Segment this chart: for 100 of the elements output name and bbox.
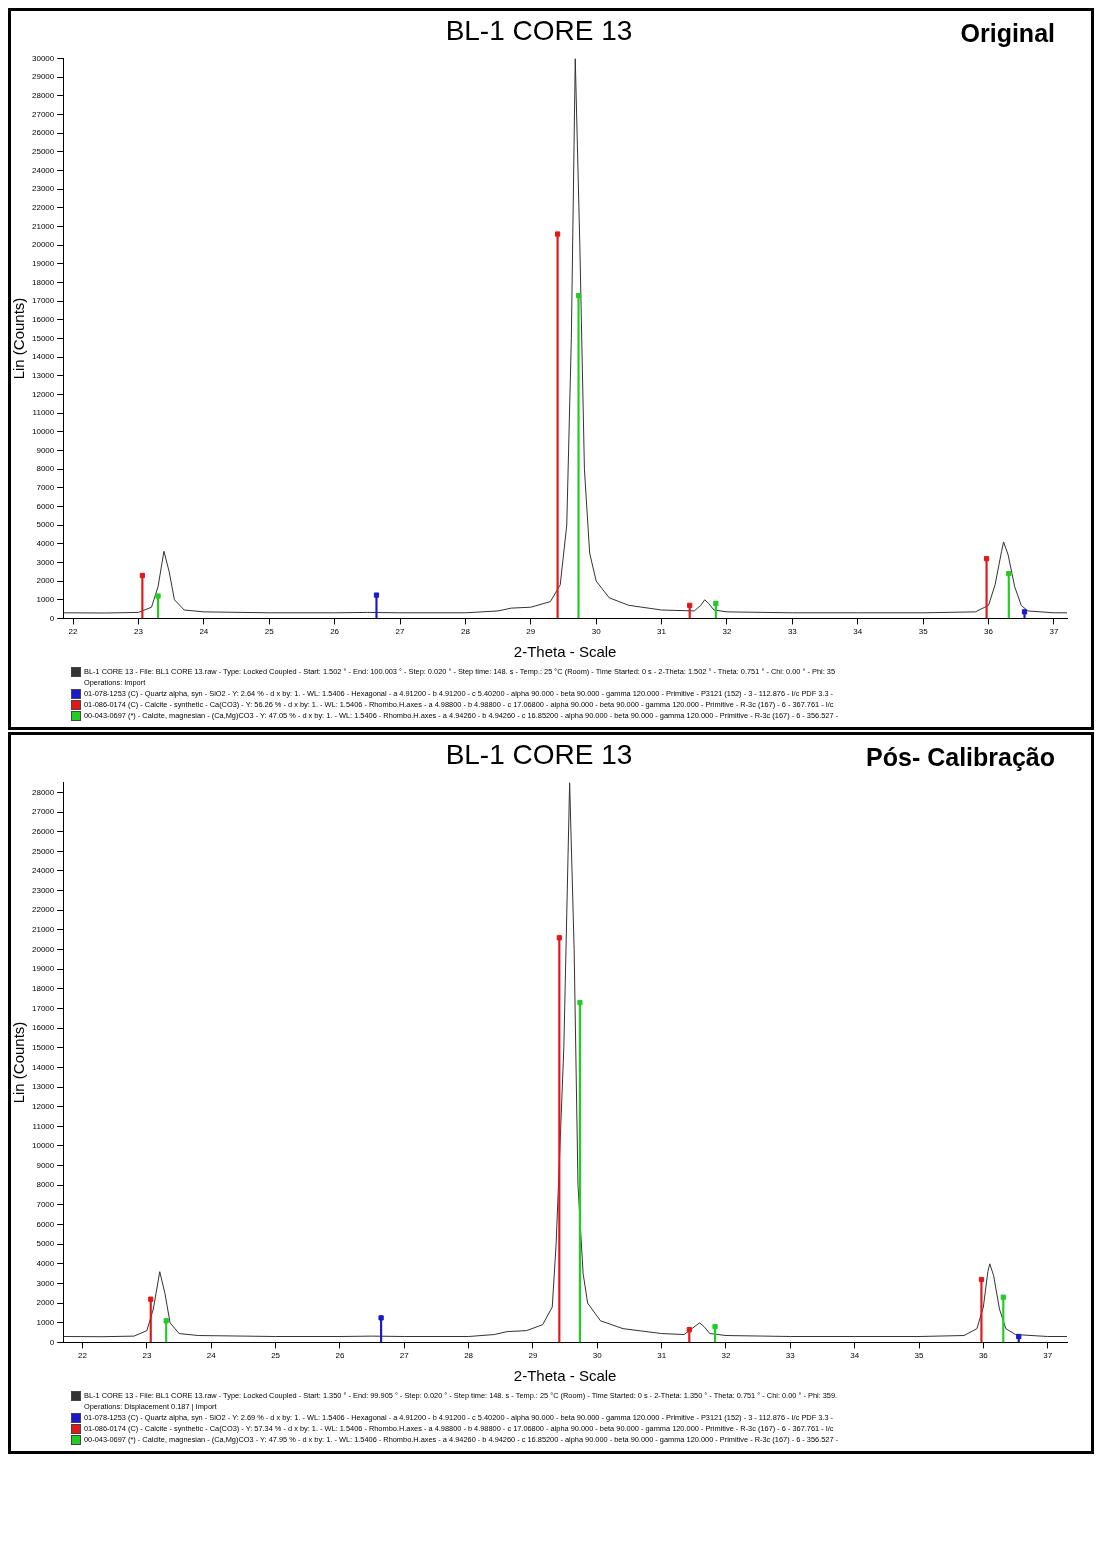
x-tick-label: 24 (206, 1351, 217, 1361)
point (378, 1315, 384, 1321)
y-tick-label: 24000 (32, 866, 55, 876)
y-tick-label: 2000 (36, 576, 55, 586)
y-tick-label: 21000 (32, 221, 55, 231)
y-tick-label: 10000 (32, 427, 55, 436)
point (554, 231, 561, 237)
x-tick-label: 29 (526, 627, 536, 637)
x-tick-label: 34 (853, 627, 863, 637)
chart-title: BL-1 CORE 13 (445, 738, 633, 770)
y-axis-title: Lin (Counts) (10, 1021, 28, 1104)
y-tick-label: 1000 (36, 1317, 55, 1327)
y-tick-label: 15000 (32, 333, 55, 343)
y-tick-label: 29000 (32, 72, 55, 82)
y-tick-label: 18000 (32, 277, 55, 287)
y-tick-label: 11000 (32, 1121, 55, 1131)
x-tick-label: 25 (264, 627, 275, 637)
y-tick-label: 9000 (36, 445, 55, 455)
x-tick-label: 31 (657, 627, 667, 637)
y-tick-label: 12000 (32, 389, 55, 399)
x-tick-label: 24 (199, 627, 209, 637)
x-tick-label: 31 (657, 1351, 667, 1361)
x-tick-label: 22 (78, 1351, 88, 1361)
x-tick-label: 36 (978, 1351, 989, 1361)
x-tick-label: 32 (722, 627, 732, 637)
y-tick-label: 26000 (32, 826, 55, 836)
y-tick-label: 13000 (32, 371, 55, 381)
point (163, 1318, 169, 1324)
y-tick-label: 18000 (32, 984, 55, 994)
point (712, 1324, 718, 1330)
x-tick-label: 28 (464, 1351, 474, 1361)
y-tick-label: 16000 (32, 315, 55, 325)
y-tick-label: 8000 (36, 1180, 55, 1190)
chart-title: BL-1 CORE 13 (445, 14, 633, 46)
y-tick-label: 3000 (36, 557, 55, 567)
x-tick-label: 23 (133, 627, 144, 637)
y-tick-label: 21000 (32, 925, 55, 935)
y-tick-label: 20000 (32, 240, 55, 250)
y-tick-label: 27000 (32, 807, 55, 817)
y-tick-label: 25000 (32, 147, 55, 157)
x-tick-label: 30 (592, 1351, 603, 1361)
x-tick-label: 33 (787, 627, 798, 637)
x-tick-label: 37 (1049, 627, 1059, 637)
y-tick-label: 19000 (32, 259, 55, 269)
y-tick-label: 26000 (32, 128, 55, 138)
x-tick-label: 29 (528, 1351, 538, 1361)
y-tick-label: 28000 (32, 787, 55, 797)
y-tick-label: 14000 (32, 352, 55, 362)
y-tick-label: 25000 (32, 846, 55, 856)
y-tick-label: 9000 (36, 1160, 55, 1170)
y-tick-label: 23000 (32, 184, 55, 194)
y-tick-label: 0 (49, 613, 55, 623)
point (713, 600, 719, 607)
y-tick-label: 17000 (32, 1003, 55, 1013)
x-tick-label: 36 (984, 627, 994, 637)
y-tick-label: 4000 (36, 538, 55, 548)
x-tick-label: 32 (721, 1351, 731, 1361)
y-tick-label: 7000 (36, 1200, 55, 1210)
x-axis-title: 2-Theta - Scale (513, 643, 617, 661)
y-tick-label: 13000 (32, 1082, 55, 1092)
y-tick-label: 11000 (32, 408, 55, 418)
chart-subtitle: Pós- Calibração (866, 743, 1055, 772)
y-tick-label: 19000 (32, 964, 55, 974)
y-tick-label: 2000 (36, 1298, 55, 1308)
x-tick-label: 37 (1043, 1351, 1053, 1361)
y-tick-label: 1000 (36, 594, 55, 604)
y-tick-label: 22000 (32, 905, 55, 915)
point (577, 999, 583, 1006)
y-tick-label: 20000 (32, 944, 55, 954)
x-tick-label: 28 (460, 627, 471, 637)
y-tick-label: 24000 (32, 165, 55, 175)
x-tick-label: 33 (785, 1351, 796, 1361)
y-tick-label: 6000 (36, 501, 55, 511)
y-tick-label: 8000 (36, 464, 55, 474)
y-tick-label: 28000 (32, 91, 55, 101)
y-tick-label: 0 (49, 1337, 55, 1347)
y-tick-label: 6000 (36, 1219, 55, 1229)
point (148, 1296, 154, 1302)
y-tick-label: 5000 (36, 1239, 55, 1249)
point (1006, 571, 1012, 577)
y-tick-label: 4000 (36, 1259, 55, 1269)
y-tick-label: 27000 (32, 109, 55, 119)
y-tick-label: 16000 (32, 1023, 55, 1033)
y-tick-label: 3000 (36, 1278, 55, 1288)
y-axis-title: Lin (Counts) (10, 297, 28, 380)
x-tick-label: 35 (918, 627, 929, 637)
y-tick-label: 30000 (32, 53, 55, 63)
point (155, 593, 161, 599)
x-tick-label: 23 (142, 1351, 152, 1361)
x-tick-label: 22 (68, 627, 79, 637)
x-tick-label: 35 (914, 1351, 925, 1361)
x-tick-label: 26 (330, 627, 340, 637)
y-tick-label: 12000 (32, 1101, 55, 1111)
x-axis-title: 2-Theta - Scale (513, 1367, 617, 1385)
x-tick-label: 26 (335, 1351, 345, 1361)
y-tick-label: 7000 (36, 482, 55, 492)
x-tick-label: 25 (271, 1351, 281, 1361)
y-tick-label: 17000 (32, 296, 55, 306)
x-tick-label: 27 (395, 627, 406, 637)
x-tick-label: 30 (591, 627, 602, 637)
